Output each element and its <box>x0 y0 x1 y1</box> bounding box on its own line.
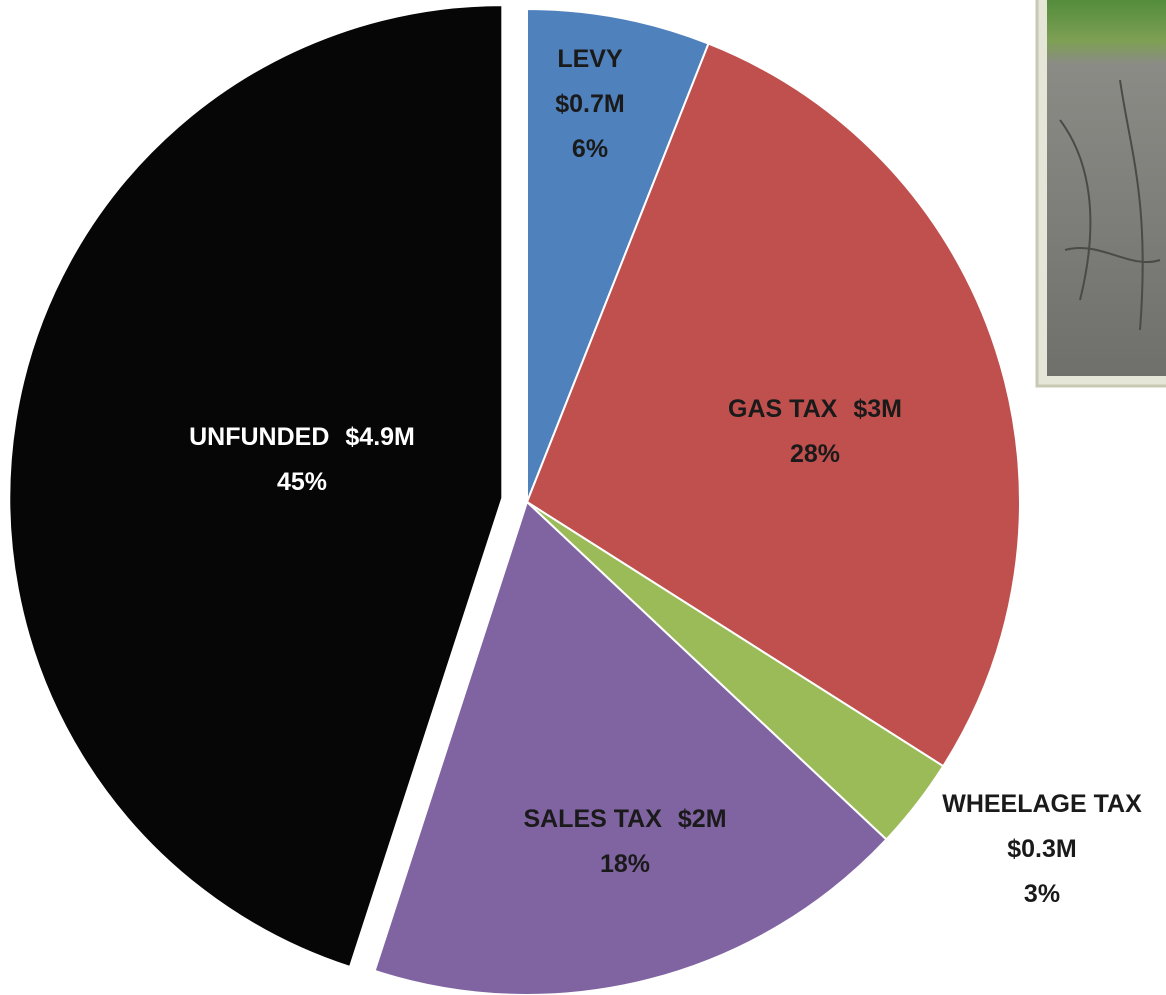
slice <box>373 500 888 995</box>
pie <box>8 4 1021 995</box>
label-part: LEVY <box>557 45 623 73</box>
slice-label: SALES TAX $2M <box>523 805 726 833</box>
label-part: $3M <box>853 395 902 423</box>
label-part: WHEELAGE TAX <box>942 790 1142 818</box>
slice-label: 3% <box>1024 880 1060 908</box>
slice-label: 18% <box>600 850 650 878</box>
slice-label: GAS TAX $3M <box>728 395 902 423</box>
photo <box>1035 0 1166 388</box>
label-part: $4.9M <box>345 423 414 451</box>
label-part: $2M <box>678 805 727 833</box>
label-part: 3% <box>1024 880 1060 908</box>
label-part: 6% <box>572 135 608 163</box>
label-part: $0.7M <box>555 90 624 118</box>
slice-label: $0.3M <box>1007 835 1076 863</box>
slice <box>526 7 710 503</box>
slice-label: 28% <box>790 440 840 468</box>
label-part: UNFUNDED <box>189 423 329 451</box>
slice <box>8 4 504 969</box>
label-part: $0.3M <box>1007 835 1076 863</box>
slice-label: WHEELAGE TAX <box>942 790 1142 818</box>
label-part: SALES TAX <box>523 805 662 833</box>
slice-label: LEVY <box>557 45 623 73</box>
label-part: GAS TAX <box>728 395 838 423</box>
slice-label: $0.7M <box>555 90 624 118</box>
labels: LEVY $0.7M 6% GAS TAX $3M 28% WHEELAGE TAX $0.3… <box>189 45 1142 908</box>
label-part: 45% <box>277 468 327 496</box>
slice-label: UNFUNDED $4.9M <box>189 423 415 451</box>
slice-label: 45% <box>277 468 327 496</box>
slice <box>525 42 1021 768</box>
label-part: 28% <box>790 440 840 468</box>
label-part: 18% <box>600 850 650 878</box>
slice-label: 6% <box>572 135 608 163</box>
